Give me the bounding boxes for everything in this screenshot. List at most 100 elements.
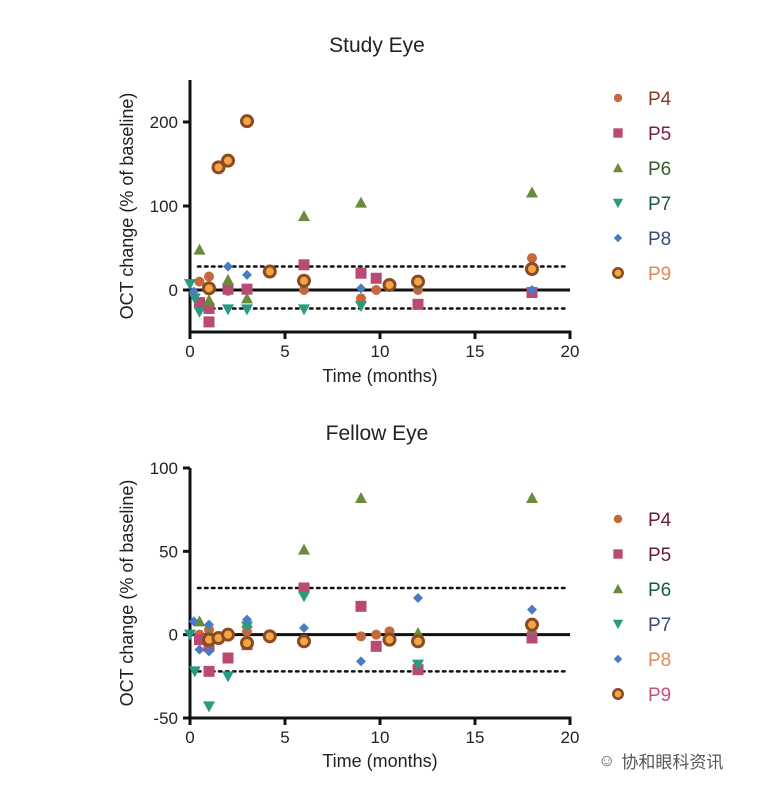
data-point-P9: [211, 160, 226, 175]
data-point-P8: [188, 616, 199, 627]
y-tick-label: 50: [159, 542, 178, 561]
legend-label: P4: [648, 89, 672, 110]
data-point-P4: [356, 293, 366, 304]
legend-marker-P6: [612, 162, 624, 173]
legend-label: P7: [648, 194, 671, 215]
series-P9: [202, 114, 539, 296]
data-point-P7: [241, 304, 253, 316]
y-tick-label: 0: [169, 281, 178, 300]
data-point-P6: [241, 292, 253, 304]
data-point-P9: [525, 617, 539, 632]
legend-item-P5: P5: [613, 545, 671, 566]
data-point-P9: [262, 264, 277, 279]
x-tick-label: 0: [185, 728, 194, 747]
y-tick-label: 0: [169, 626, 178, 645]
data-point-P5: [412, 298, 424, 310]
data-point-P6: [298, 210, 310, 222]
data-point-P6: [203, 294, 215, 306]
x-axis-label: Time (months): [322, 366, 437, 386]
legend-label: P6: [648, 580, 671, 601]
data-point-P5: [241, 283, 253, 295]
data-point-P7: [298, 591, 310, 603]
data-point-P9: [382, 277, 397, 292]
legend-item-P5: P5: [613, 124, 671, 145]
legend-label: P5: [648, 124, 671, 145]
legend-marker-P6: [612, 583, 624, 594]
legend-label: P8: [648, 650, 671, 671]
data-point-P7: [203, 701, 215, 713]
data-point-P5: [222, 283, 234, 295]
legend-label: P5: [648, 545, 671, 566]
data-point-P9: [411, 634, 425, 649]
x-tick-label: 15: [466, 728, 485, 747]
x-tick-label: 5: [280, 728, 289, 747]
x-axis-label: Time (months): [322, 751, 437, 771]
legend-item-P8: P8: [613, 650, 671, 671]
legend-item-P4: P4: [613, 510, 672, 531]
legend-item-P6: P6: [612, 159, 671, 180]
data-point-P9: [411, 274, 425, 289]
data-point-P6: [526, 186, 538, 198]
data-point-P4: [356, 631, 366, 642]
legend-marker-P5: [613, 128, 623, 138]
data-point-P5: [355, 267, 367, 279]
data-point-P7: [355, 300, 367, 312]
legend-label: P7: [648, 615, 671, 636]
series-P5: [194, 259, 538, 328]
legend-marker-P7: [612, 619, 624, 630]
data-point-P5: [370, 272, 382, 284]
data-point-P7: [184, 629, 196, 641]
legend-item-P6: P6: [612, 580, 671, 601]
data-point-P8: [299, 623, 309, 633]
data-point-P4: [371, 285, 382, 295]
data-point-P6: [298, 543, 310, 555]
data-point-P4: [371, 629, 382, 640]
data-point-P6: [526, 492, 538, 503]
data-point-P5: [298, 259, 310, 271]
y-tick-label: 100: [150, 197, 178, 216]
legend-item-P8: P8: [613, 229, 671, 250]
data-point-P7: [241, 621, 253, 633]
data-point-P7: [193, 306, 206, 318]
data-point-P5: [194, 297, 205, 309]
y-tick-label: 200: [150, 113, 178, 132]
legend-label: P4: [648, 510, 672, 531]
data-point-P5: [355, 600, 367, 612]
chart-panel-2: Fellow Eye 0 5 10 15 20 -50 0 50 100 Time (months)…: [117, 422, 672, 771]
data-point-P8: [527, 604, 537, 615]
legend-item-P7: P7: [612, 615, 671, 636]
data-point-P5: [222, 652, 234, 664]
data-point-P5: [370, 640, 382, 652]
data-point-P7: [188, 666, 201, 678]
legend-label: P9: [648, 685, 671, 706]
data-point-P6: [355, 492, 367, 503]
legend-item-P9: P9: [612, 264, 671, 285]
data-point-P5: [298, 582, 310, 594]
data-point-P6: [222, 273, 234, 285]
legend-marker-P4: [613, 514, 623, 524]
x-tick-label: 10: [371, 728, 390, 747]
data-point-P9: [262, 629, 277, 644]
x-tick-label: 20: [561, 728, 580, 747]
data-point-P7: [222, 304, 234, 316]
legend-marker-P9: [612, 267, 624, 279]
data-point-P4: [527, 253, 537, 264]
legend-item-P9: P9: [612, 685, 671, 706]
data-point-P9: [240, 114, 254, 129]
x-tick-label: 20: [561, 342, 580, 361]
data-point-P8: [242, 269, 252, 280]
data-point-P8: [242, 614, 252, 625]
x-tick-label: 15: [466, 342, 485, 361]
legend-marker-P5: [613, 549, 623, 559]
legend-marker-P9: [612, 688, 624, 700]
wechat-icon: ☺: [598, 750, 616, 770]
data-point-P7: [184, 279, 196, 291]
data-point-P6: [193, 243, 206, 255]
x-tick-label: 5: [280, 342, 289, 361]
data-point-P5: [194, 634, 205, 646]
chart-title: Fellow Eye: [326, 422, 429, 445]
data-point-P8: [356, 283, 366, 294]
series-P9: [202, 617, 539, 650]
